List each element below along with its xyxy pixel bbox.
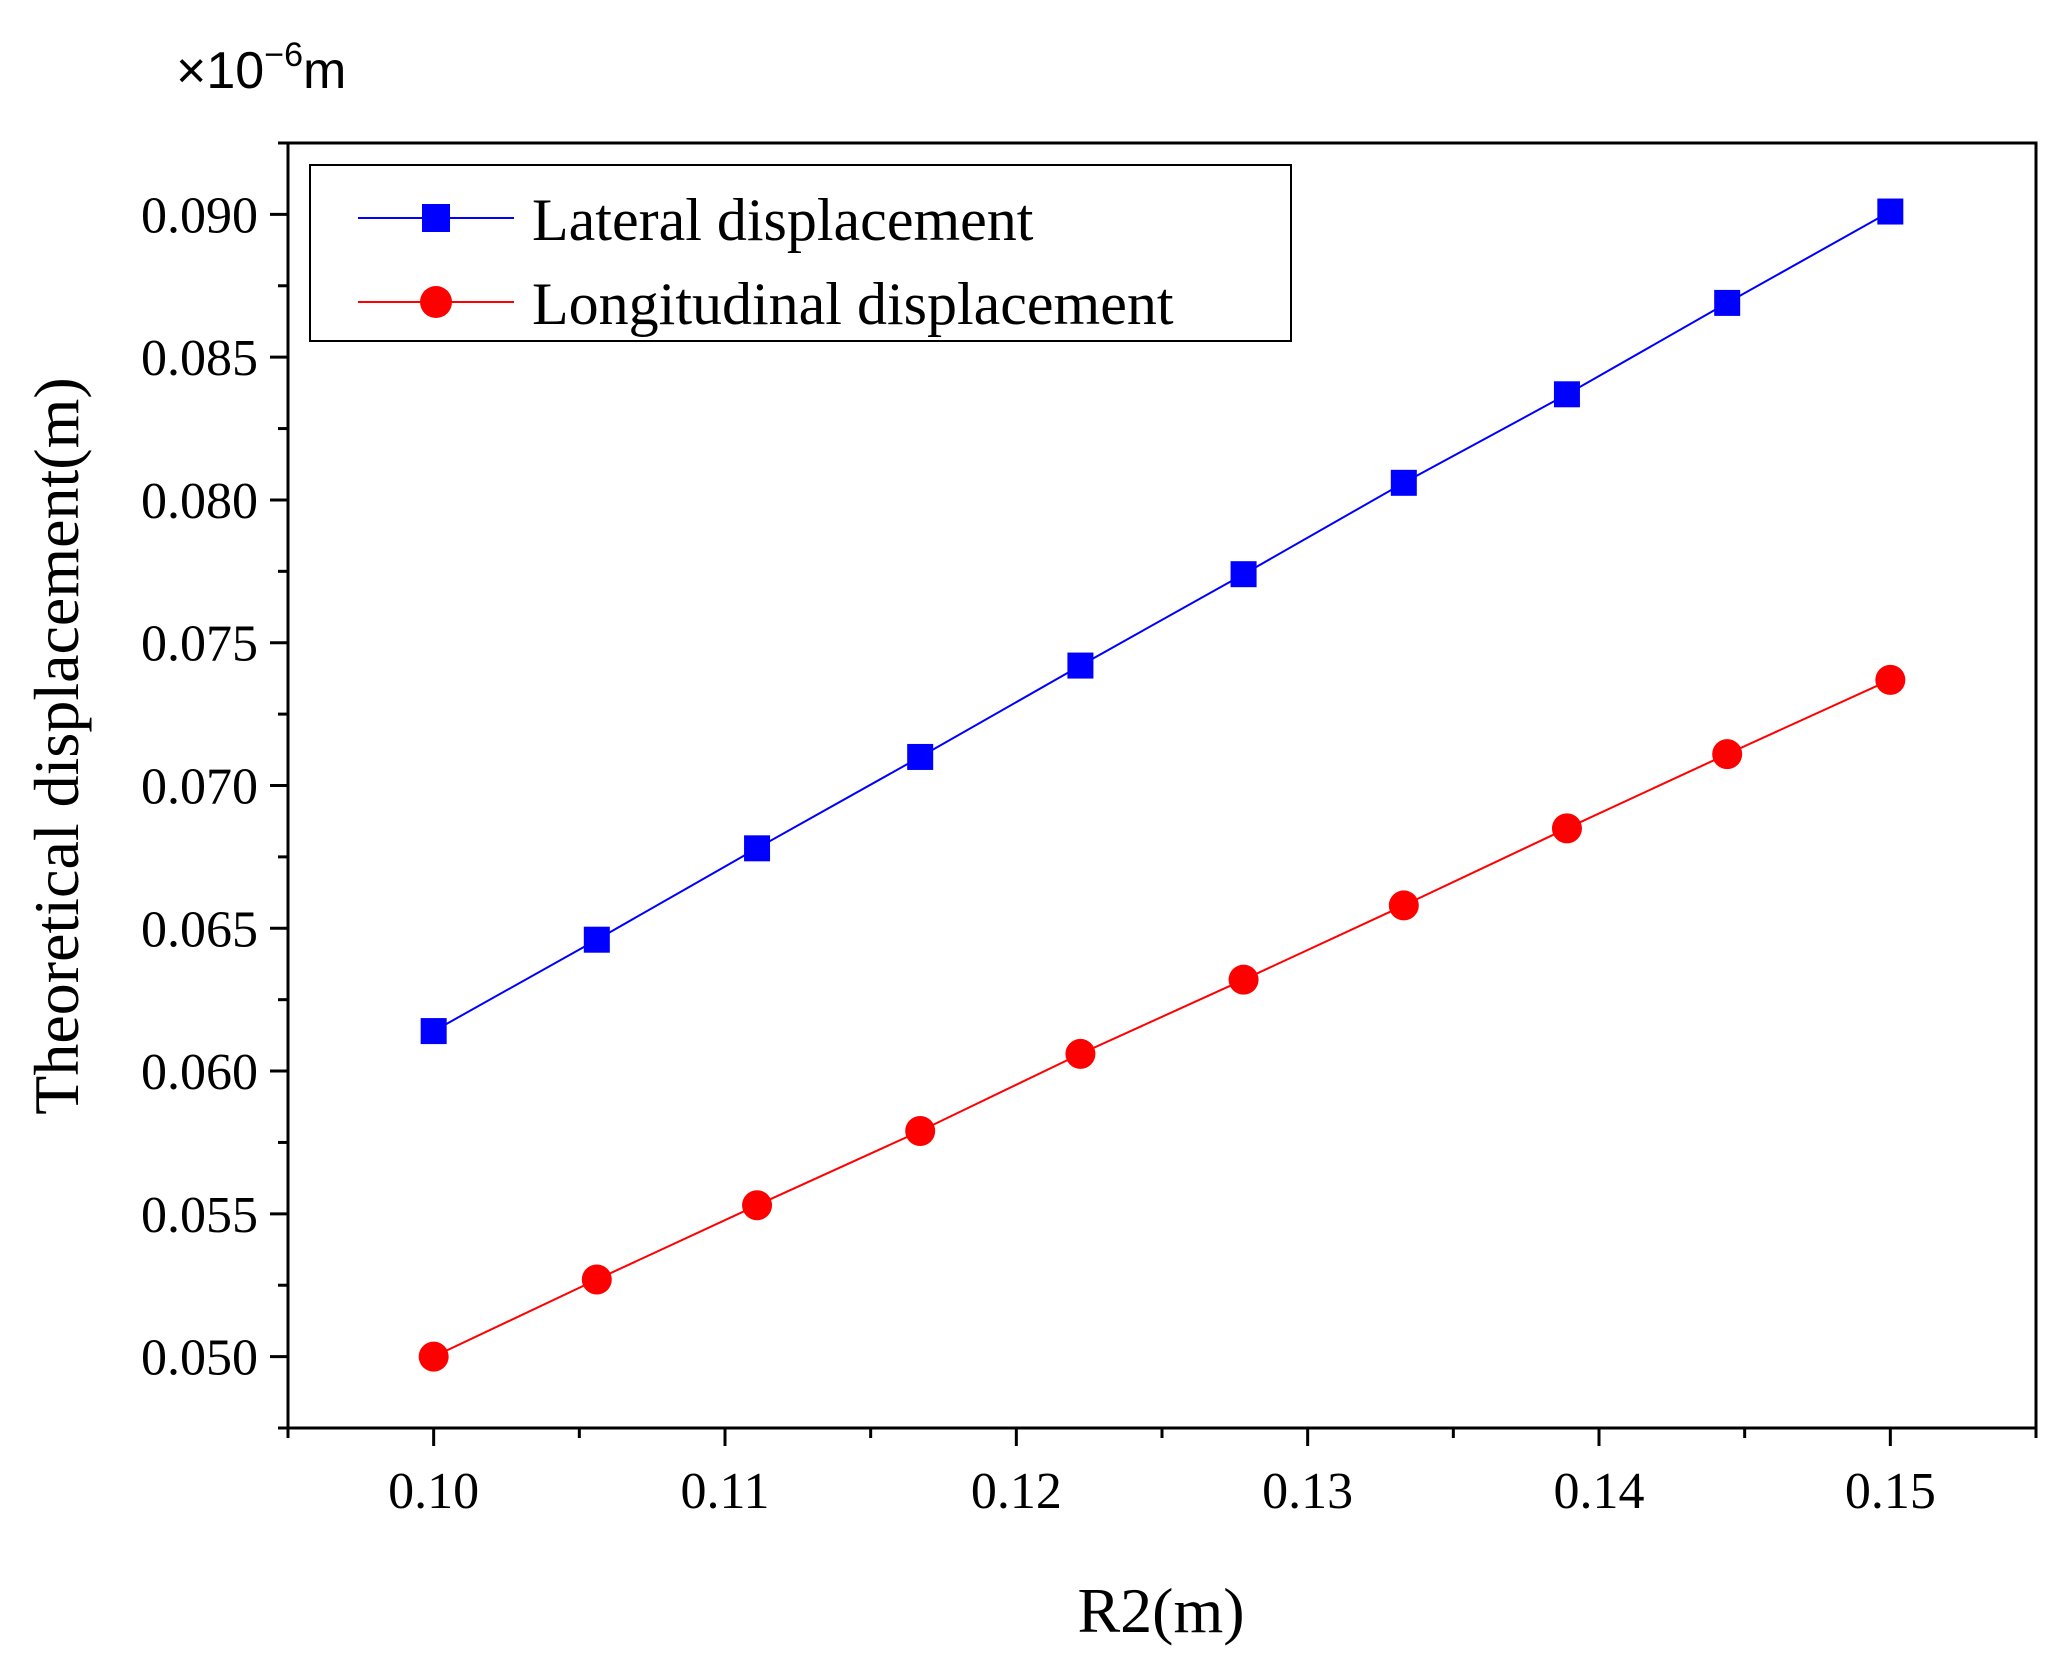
y-tick-label: 0.075: [141, 616, 258, 673]
y-multiplier-label: ×10−6m: [176, 36, 346, 100]
data-point-longitudinal: [1712, 739, 1742, 769]
legend-marker-lateral: [422, 204, 450, 232]
data-point-lateral: [1554, 381, 1580, 407]
legend-marker-longitudinal: [420, 286, 452, 318]
data-point-longitudinal: [1552, 813, 1582, 843]
legend: Lateral displacement Longitudinal displa…: [310, 165, 1291, 341]
x-tick-label: 0.12: [971, 1463, 1062, 1520]
data-point-lateral: [1231, 561, 1257, 587]
x-tick-label: 0.11: [680, 1463, 769, 1520]
data-point-lateral: [907, 744, 933, 770]
y-tick-label: 0.060: [141, 1044, 258, 1101]
data-point-longitudinal: [1875, 665, 1905, 695]
chart: ×10−6m 0.10 0.11 0.12 0.13 0.14 0.15 0.050 0.05…: [0, 0, 2056, 1663]
data-point-longitudinal: [1389, 890, 1419, 920]
y-tick-label: 0.065: [141, 901, 258, 958]
y-tick-label: 0.055: [141, 1187, 258, 1244]
x-tick-label: 0.10: [388, 1463, 479, 1520]
data-point-lateral: [584, 927, 610, 953]
data-point-lateral: [1877, 199, 1903, 225]
data-point-longitudinal: [582, 1265, 612, 1295]
data-point-lateral: [421, 1018, 447, 1044]
data-point-longitudinal: [419, 1342, 449, 1372]
x-tick-label: 0.15: [1845, 1463, 1936, 1520]
data-point-longitudinal: [905, 1116, 935, 1146]
y-tick-label: 0.050: [141, 1330, 258, 1387]
data-point-lateral: [1391, 470, 1417, 496]
x-tick-label: 0.13: [1262, 1463, 1353, 1520]
legend-label-lateral: Lateral displacement: [532, 187, 1034, 253]
x-tick-label: 0.14: [1554, 1463, 1645, 1520]
x-axis-title: R2(m): [1077, 1575, 1244, 1646]
y-tick-label: 0.085: [141, 330, 258, 387]
data-point-longitudinal: [1065, 1039, 1095, 1069]
y-tick-label: 0.070: [141, 759, 258, 816]
data-point-longitudinal: [742, 1190, 772, 1220]
data-point-longitudinal: [1229, 965, 1259, 995]
data-point-lateral: [1714, 290, 1740, 316]
y-tick-label: 0.080: [141, 473, 258, 530]
data-point-lateral: [744, 835, 770, 861]
legend-label-longitudinal: Longitudinal displacement: [532, 271, 1174, 337]
y-axis-title: Theoretical displacement(m): [21, 377, 92, 1114]
data-point-lateral: [1067, 653, 1093, 679]
y-tick-label: 0.090: [141, 187, 258, 244]
